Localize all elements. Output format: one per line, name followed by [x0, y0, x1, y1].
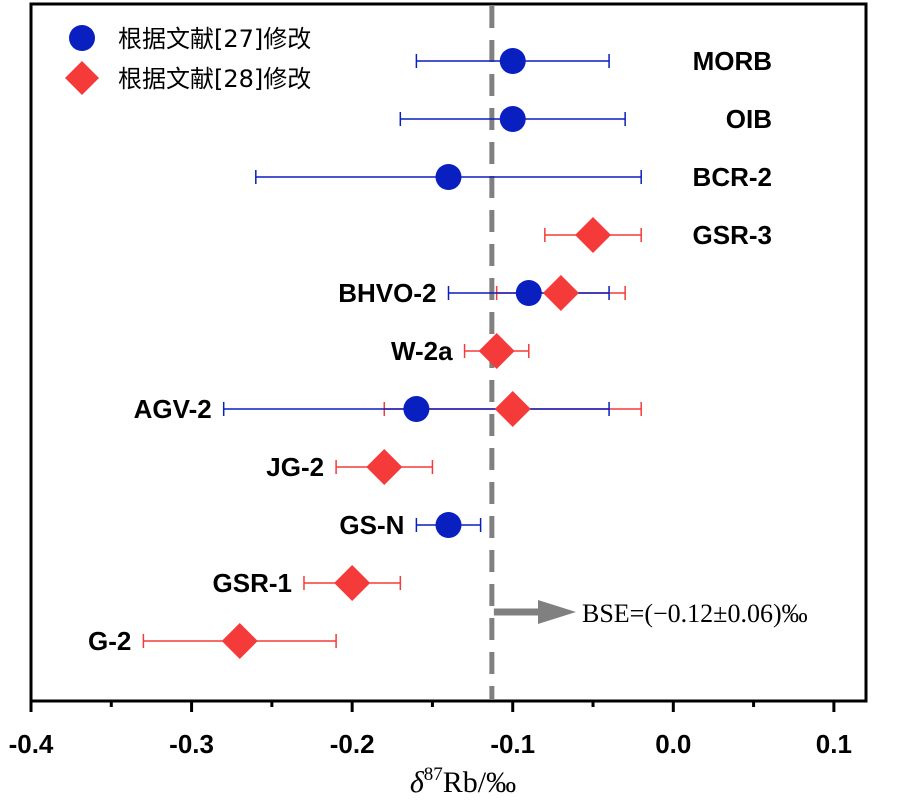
sample-label-w-2a: W-2a	[391, 336, 453, 366]
marker-circle-gs-n	[435, 512, 462, 538]
legend-label-ref27: 根据文献[27]修改	[118, 25, 311, 53]
sample-label-jg-2: JG-2	[266, 452, 324, 482]
legend-marker-circle	[69, 25, 95, 51]
plot-layer: MORB OIB BCR-2 GSR-3 BHVO-2 W-2a AGV-2 JG-2 GS-N…	[88, 6, 772, 699]
sample-label-morb: MORB	[693, 46, 772, 76]
sample-label-oib: OIB	[726, 104, 772, 134]
x-tick-label: 0.0	[655, 729, 691, 759]
marker-diamond-bhvo-2	[542, 275, 579, 311]
sample-label-agv-2: AGV-2	[134, 394, 212, 424]
x-tick-label: -0.1	[490, 729, 535, 759]
marker-diamond-w-2a	[478, 333, 515, 369]
sample-label-g-2: G-2	[88, 626, 131, 656]
marker-circle-bcr-2	[435, 164, 462, 190]
marker-diamond-gsr-1	[334, 565, 371, 601]
x-tick-label: 0.1	[816, 729, 852, 759]
marker-diamond-g-2	[221, 623, 258, 659]
sample-label-gsr-3: GSR-3	[693, 220, 772, 250]
legend-label-ref28: 根据文献[28]修改	[118, 65, 311, 93]
x-tick-label: -0.2	[330, 729, 375, 759]
marker-circle-morb	[499, 48, 526, 74]
sample-label-bhvo-2: BHVO-2	[338, 278, 436, 308]
plot-frame	[29, 2, 868, 703]
x-axis: -0.4 -0.3 -0.2 -0.1 0.0 0.1	[9, 701, 852, 759]
marker-diamond-gsr-3	[575, 217, 612, 253]
marker-circle-oib	[499, 106, 526, 132]
marker-circle-bhvo-2	[515, 280, 542, 306]
x-tick-label: -0.4	[9, 729, 54, 759]
bse-annotation: BSE=(−0.12±0.06)‰	[493, 599, 808, 628]
x-axis-title-rest: Rb/‰	[443, 766, 516, 799]
x-axis-title-delta: δ	[410, 766, 425, 799]
legend-marker-diamond	[65, 61, 99, 95]
bse-arrow-head	[538, 600, 576, 624]
x-axis-title-mass: 87	[424, 764, 443, 785]
marker-diamond-jg-2	[366, 449, 403, 485]
sample-label-gsr-1: GSR-1	[213, 568, 292, 598]
marker-circle-agv-2	[403, 396, 430, 422]
x-tick-label: -0.3	[169, 729, 214, 759]
sample-label-bcr-2: BCR-2	[693, 162, 772, 192]
x-axis-title: δ87Rb/‰	[410, 764, 516, 799]
bse-label: BSE=(−0.12±0.06)‰	[582, 599, 808, 628]
sample-label-gs-n: GS-N	[339, 510, 404, 540]
marker-diamond-agv-2	[494, 391, 531, 427]
